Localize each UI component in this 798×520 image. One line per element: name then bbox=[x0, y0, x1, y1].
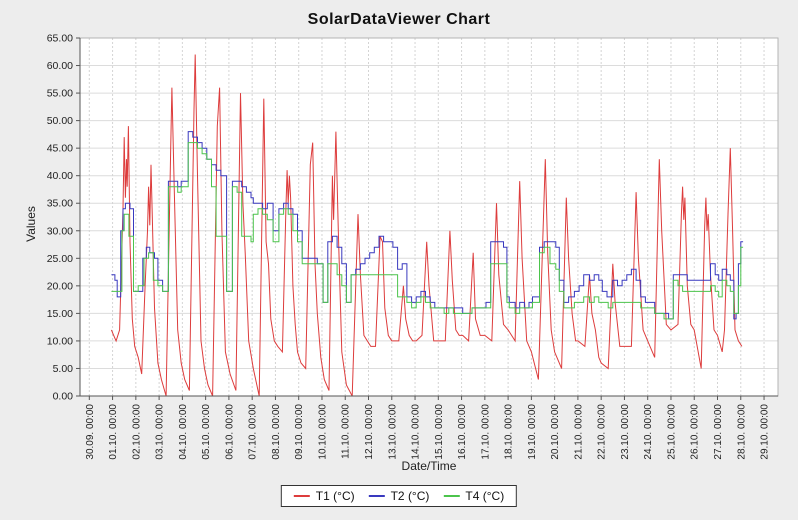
x-tick-label: 12.10. 00:00 bbox=[364, 404, 375, 460]
y-tick-label: 20.00 bbox=[47, 280, 73, 292]
x-tick-label: 22.10. 00:00 bbox=[597, 404, 608, 460]
y-tick-label: 60.00 bbox=[47, 60, 73, 72]
legend-swatch-t2-icon bbox=[368, 495, 385, 497]
x-tick-label: 11.10. 00:00 bbox=[341, 404, 352, 459]
x-tick-label: 04.10. 00:00 bbox=[178, 404, 189, 460]
y-tick-label: 55.00 bbox=[47, 88, 73, 100]
legend-item-t2: T2 (°C) bbox=[368, 489, 430, 503]
legend-label-t2: T2 (°C) bbox=[390, 489, 430, 503]
series-t2-line bbox=[111, 131, 744, 320]
x-tick-label: 17.10. 00:00 bbox=[480, 404, 491, 460]
legend-label-t1: T1 (°C) bbox=[315, 489, 355, 503]
y-tick-label: 0.00 bbox=[53, 391, 74, 403]
chart-title: SolarDataViewer Chart bbox=[307, 11, 491, 28]
axes: 0.00 5.00 10.00 15.00 20.00 25.00 30.00 35.00 40… bbox=[47, 33, 778, 460]
x-tick-label: 03.10. 00:00 bbox=[155, 404, 166, 460]
x-tick-label: 16.10. 00:00 bbox=[457, 404, 468, 460]
x-tick-label: 20.10. 00:00 bbox=[550, 404, 561, 460]
x-tick-label: 15.10. 00:00 bbox=[434, 404, 445, 460]
legend-item-t1: T1 (°C) bbox=[293, 489, 355, 503]
x-tick-label: 18.10. 00:00 bbox=[504, 404, 515, 460]
x-tick-label: 10.10. 00:00 bbox=[317, 404, 328, 460]
x-tick-label: 26.10. 00:00 bbox=[690, 404, 701, 460]
y-tick-label: 15.00 bbox=[47, 308, 73, 320]
y-tick-label: 40.00 bbox=[47, 170, 73, 182]
y-tick-label: 10.00 bbox=[47, 335, 73, 347]
x-tick-label: 29.10. 00:00 bbox=[760, 404, 771, 460]
legend-label-t4: T4 (°C) bbox=[465, 489, 505, 503]
x-tick-label: 07.10. 00:00 bbox=[248, 404, 259, 460]
x-tick-label: 19.10. 00:00 bbox=[527, 404, 538, 460]
series-lines bbox=[110, 54, 744, 396]
y-tick-label: 65.00 bbox=[47, 33, 73, 45]
legend: T1 (°C) T2 (°C) T4 (°C) bbox=[280, 485, 518, 507]
x-tick-label: 24.10. 00:00 bbox=[643, 404, 654, 460]
legend-swatch-t1-icon bbox=[293, 495, 310, 497]
y-tick-label: 5.00 bbox=[53, 363, 74, 375]
y-tick-label: 30.00 bbox=[47, 225, 73, 237]
y-tick-label: 50.00 bbox=[47, 115, 73, 127]
x-tick-label: 23.10. 00:00 bbox=[620, 404, 631, 460]
y-tick-label: 45.00 bbox=[47, 143, 73, 155]
x-axis-title: Date/Time bbox=[401, 459, 457, 473]
series-t4-line bbox=[111, 142, 744, 320]
legend-item-t4: T4 (°C) bbox=[443, 489, 504, 503]
x-tick-label: 21.10. 00:00 bbox=[573, 404, 584, 460]
legend-swatch-t4-icon bbox=[443, 495, 460, 497]
y-tick-label: 35.00 bbox=[47, 198, 73, 210]
x-tick-label: 05.10. 00:00 bbox=[201, 404, 212, 460]
y-axis-title: Values bbox=[24, 206, 38, 242]
x-tick-label: 30.09. 00:00 bbox=[85, 404, 96, 460]
x-tick-label: 09.10. 00:00 bbox=[294, 404, 305, 460]
x-tick-label: 06.10. 00:00 bbox=[224, 404, 235, 460]
plot-area bbox=[80, 38, 778, 396]
x-tick-label: 14.10. 00:00 bbox=[411, 404, 422, 460]
x-tick-label: 08.10. 00:00 bbox=[271, 404, 282, 460]
x-tick-label: 02.10. 00:00 bbox=[131, 404, 142, 460]
x-tick-label: 27.10. 00:00 bbox=[713, 404, 724, 460]
x-tick-label: 13.10. 00:00 bbox=[387, 404, 398, 460]
y-tick-label: 25.00 bbox=[47, 253, 73, 265]
x-tick-label: 25.10. 00:00 bbox=[666, 404, 677, 460]
series-t1-line bbox=[110, 54, 743, 396]
x-tick-label: 01.10. 00:00 bbox=[108, 404, 119, 460]
x-tick-label: 28.10. 00:00 bbox=[736, 404, 747, 460]
